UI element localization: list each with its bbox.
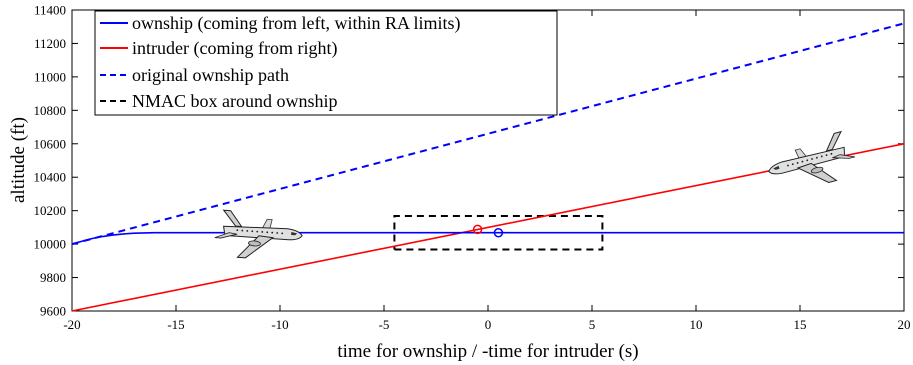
x-tick-label: 5 [589,317,596,332]
y-axis-label: altitude (ft) [8,117,29,203]
ownship-position-marker [493,227,504,238]
series-line-0 [71,231,904,245]
y-tick-label: 11400 [34,3,66,18]
x-tick-label: -15 [167,317,184,332]
x-axis-label: time for ownship / -time for intruder (s… [337,341,638,362]
legend-entry-original-path: original ownship path [132,65,289,85]
y-tick-label: 10200 [34,203,67,218]
y-tick-label: 10400 [34,170,67,185]
legend-box [94,10,558,116]
y-tick-label: 10000 [34,237,67,252]
x-tick-label: 20 [898,317,911,332]
y-tick-label: 10600 [34,136,67,151]
series-line-1 [71,143,905,312]
x-tick-label: 15 [794,317,807,332]
x-tick-label: 0 [485,317,492,332]
y-tick-label: 11200 [34,36,66,51]
x-tick-label: -10 [271,317,288,332]
legend-entry-ownship: ownship (coming from left, within RA lim… [132,13,460,34]
legend-entry-intruder: intruder (coming from right) [132,38,337,59]
x-tick-label: -5 [379,317,390,332]
x-tick-label: -20 [63,317,80,332]
intruder-position-marker [472,224,483,235]
y-tick-label: 11000 [34,69,66,84]
tick-labels: -20 -15 -10 -5 0 5 10 15 20 9600 9800 10000 10200 104… [34,3,911,333]
legend-entry-nmac-box: NMAC box around ownship [132,91,338,111]
series-layer [71,22,905,312]
y-tick-label: 10800 [34,103,67,118]
series-line-3 [393,215,604,251]
marker-layer [472,224,504,238]
y-tick-label: 9600 [40,304,66,319]
y-tick-label: 9800 [40,270,66,285]
legend: ownship (coming from left, within RA lim… [94,10,558,116]
x-tick-label: 10 [690,317,703,332]
